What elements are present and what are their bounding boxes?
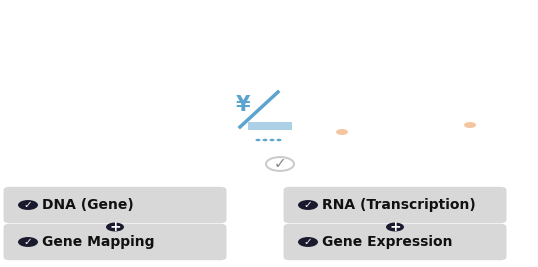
Circle shape: [156, 138, 200, 160]
Polygon shape: [10, 36, 253, 206]
Text: Southern Blot: Southern Blot: [60, 187, 180, 202]
Circle shape: [464, 122, 476, 128]
Circle shape: [256, 139, 260, 141]
Text: ✓: ✓: [303, 237, 313, 247]
Ellipse shape: [75, 89, 105, 105]
FancyBboxPatch shape: [284, 187, 506, 223]
Text: ✓: ✓: [274, 156, 286, 171]
FancyBboxPatch shape: [248, 122, 292, 130]
Ellipse shape: [377, 31, 399, 43]
Text: Northern Blot: Northern Blot: [351, 187, 469, 202]
Circle shape: [168, 140, 174, 143]
Circle shape: [263, 139, 267, 141]
Circle shape: [175, 138, 181, 140]
Text: ✓: ✓: [24, 200, 32, 210]
Text: ✓: ✓: [303, 200, 313, 210]
Text: Gene Expression: Gene Expression: [322, 235, 452, 249]
Text: ✓: ✓: [24, 237, 32, 247]
Circle shape: [266, 157, 294, 171]
Ellipse shape: [396, 50, 424, 64]
Text: +: +: [109, 220, 121, 234]
Ellipse shape: [356, 60, 384, 74]
Text: DNA (Gene): DNA (Gene): [42, 198, 134, 212]
Text: +: +: [389, 220, 401, 234]
Text: RNA (Transcription): RNA (Transcription): [322, 198, 476, 212]
Circle shape: [185, 147, 191, 151]
Circle shape: [168, 155, 174, 158]
Circle shape: [174, 147, 182, 151]
FancyBboxPatch shape: [284, 224, 506, 260]
Text: Gene Mapping: Gene Mapping: [42, 235, 154, 249]
Circle shape: [182, 155, 188, 158]
Circle shape: [386, 222, 404, 231]
Circle shape: [430, 57, 470, 77]
FancyBboxPatch shape: [4, 187, 226, 223]
Circle shape: [76, 98, 104, 112]
Circle shape: [106, 222, 124, 231]
Circle shape: [175, 158, 181, 160]
Circle shape: [298, 200, 318, 210]
Circle shape: [277, 139, 281, 141]
Text: ¥: ¥: [236, 95, 250, 115]
Circle shape: [336, 129, 348, 135]
Circle shape: [165, 147, 171, 151]
FancyBboxPatch shape: [4, 224, 226, 260]
Circle shape: [270, 139, 274, 141]
Circle shape: [182, 140, 188, 143]
Circle shape: [18, 237, 38, 247]
Circle shape: [298, 237, 318, 247]
Circle shape: [18, 200, 38, 210]
